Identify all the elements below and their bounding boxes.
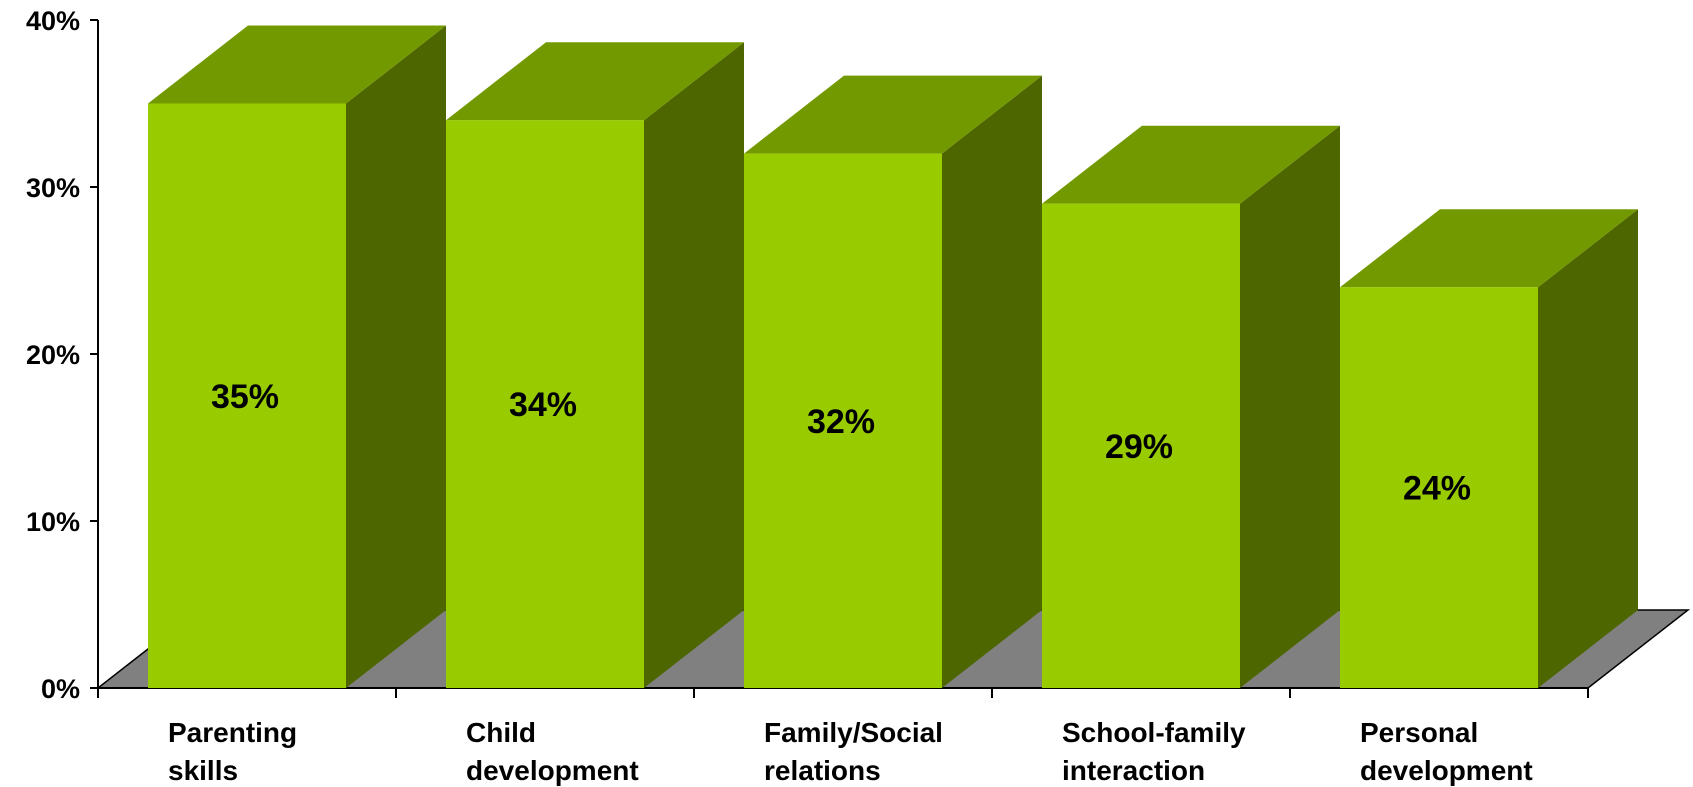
x-category-label-line: interaction <box>1062 755 1205 786</box>
bar-top-face <box>446 42 744 121</box>
x-category-label-line: Family/Social <box>764 717 943 748</box>
bar <box>1340 209 1638 688</box>
bar-value-label: 24% <box>1403 470 1471 508</box>
y-tick-label: 30% <box>26 173 80 203</box>
bar <box>446 42 744 688</box>
x-category-label-line: Child <box>466 717 536 748</box>
y-tick-label: 10% <box>26 507 80 537</box>
x-category-label: Personal development <box>1360 717 1533 786</box>
bar <box>1042 125 1340 688</box>
bar-front-face <box>446 120 644 688</box>
bar <box>148 25 446 688</box>
y-tick-label: 40% <box>26 6 80 36</box>
bar-top-face <box>148 25 446 104</box>
bar-value-label: 35% <box>211 378 279 416</box>
bar-value-label: 29% <box>1105 428 1173 466</box>
y-tick-label: 0% <box>41 674 80 704</box>
bar-top-face <box>1042 125 1340 204</box>
bar-side-face <box>1240 125 1340 688</box>
x-category-label-line: development <box>1360 755 1533 786</box>
x-category-label-line: Personal <box>1360 717 1478 748</box>
y-tick-label: 20% <box>26 340 80 370</box>
x-category-label: School-family interaction <box>1062 717 1246 786</box>
bar-side-face <box>1538 209 1638 688</box>
x-category-label: Child development <box>466 717 639 786</box>
bar-top-face <box>744 75 1042 154</box>
bar <box>744 75 1042 689</box>
x-category-label-line: School-family <box>1062 717 1246 748</box>
bar-front-face <box>744 153 942 689</box>
x-category-label: Family/Social relations <box>764 717 943 786</box>
bar-front-face <box>1042 203 1240 688</box>
bar-front-face <box>148 103 346 688</box>
x-category-label-line: development <box>466 755 639 786</box>
x-category-label-line: relations <box>764 755 881 786</box>
bar-side-face <box>346 25 446 688</box>
x-category-label: Parenting skills <box>168 717 297 786</box>
bar-value-label: 32% <box>807 403 875 441</box>
bar-value-label: 34% <box>509 386 577 424</box>
bar-side-face <box>644 42 744 688</box>
bar-side-face <box>942 75 1042 689</box>
x-category-label-line: Parenting <box>168 717 297 748</box>
bar-top-face <box>1340 209 1638 288</box>
bar-front-face <box>1340 287 1538 688</box>
x-category-label-line: skills <box>168 755 238 786</box>
